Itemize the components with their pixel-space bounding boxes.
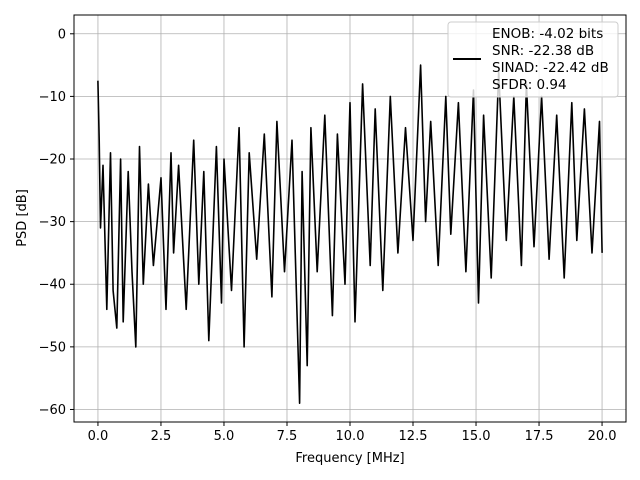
legend-box — [447, 21, 619, 98]
y-axis-ticks: 0 −10 −20 −30 −40 −50 −60 — [39, 27, 74, 418]
x-tick-label: 17.5 — [525, 429, 554, 444]
legend-entry-enob: ENOB: -4.02 bits — [492, 26, 603, 42]
x-axis-ticks: 0.0 2.5 5.0 7.5 10.0 12.5 15.0 17.5 20.0 — [88, 422, 617, 444]
y-tick-label: −10 — [39, 90, 66, 105]
x-tick-label: 2.5 — [151, 429, 172, 444]
y-tick-label: −40 — [39, 278, 66, 293]
x-tick-label: 0.0 — [88, 429, 109, 444]
x-tick-label: 20.0 — [588, 429, 617, 444]
y-tick-label: −20 — [39, 153, 66, 168]
x-tick-label: 15.0 — [462, 429, 491, 444]
x-tick-label: 7.5 — [277, 429, 298, 444]
psd-series-line — [97, 64, 603, 405]
y-axis-label: PSD [dB] — [15, 189, 30, 247]
x-axis-label: Frequency [MHz] — [295, 451, 404, 466]
legend: ENOB: -4.02 bits SNR: -22.38 dB SINAD: -… — [447, 21, 619, 98]
y-tick-label: −50 — [39, 340, 66, 355]
legend-entry-sfdr: SFDR: 0.94 — [492, 77, 567, 93]
x-tick-label: 5.0 — [214, 429, 235, 444]
y-tick-label: −30 — [39, 215, 66, 230]
series-layer — [97, 64, 603, 405]
y-tick-label: 0 — [58, 27, 66, 42]
legend-entry-snr: SNR: -22.38 dB — [492, 43, 594, 59]
x-tick-label: 12.5 — [399, 429, 428, 444]
legend-entry-sinad: SINAD: -22.42 dB — [492, 60, 609, 76]
y-tick-label: −60 — [39, 403, 66, 418]
x-tick-label: 10.0 — [336, 429, 365, 444]
